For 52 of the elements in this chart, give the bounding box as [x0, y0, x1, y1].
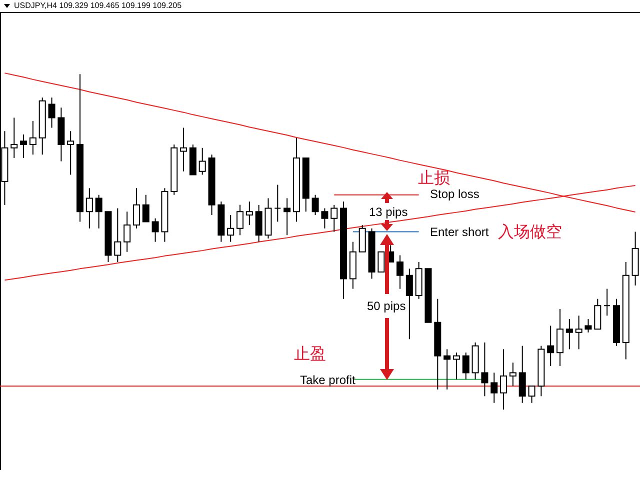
candlestick [444, 348, 451, 390]
candlestick [255, 204, 262, 242]
candlestick [556, 308, 564, 366]
candlestick [124, 211, 131, 252]
candlestick [584, 318, 592, 333]
annotation: 入场做空 [498, 222, 562, 241]
candlestick [152, 218, 159, 242]
candlestick [312, 194, 319, 216]
candlestick [48, 97, 56, 128]
candlestick [142, 194, 150, 222]
candlestick [490, 372, 498, 404]
candlestick [227, 214, 234, 242]
candlestick [284, 198, 291, 236]
candlestick [86, 188, 93, 229]
candlestick [575, 315, 582, 350]
candlestick [500, 348, 508, 410]
candlestick [396, 254, 404, 290]
annotation: 13 pips [369, 205, 408, 219]
candlestick [481, 342, 488, 397]
candlestick [509, 362, 516, 387]
candlestick [236, 204, 244, 236]
candlestick [406, 268, 413, 340]
candlestick [246, 201, 253, 226]
candlestick [95, 194, 102, 229]
candlestick [452, 352, 460, 380]
annotation: 止损 [418, 168, 450, 187]
candlestick [528, 386, 536, 404]
annotation: 止盈 [294, 344, 326, 363]
annotation: Enter short [430, 225, 489, 239]
candlestick [547, 325, 554, 366]
candlestick [10, 117, 18, 158]
annotation: 50 pips [367, 299, 406, 313]
candlestick [378, 251, 385, 273]
candlestick [518, 345, 526, 404]
candlestick [20, 134, 28, 158]
candlestick [566, 318, 573, 350]
candlestick [198, 147, 206, 176]
candlestick [462, 352, 470, 380]
candlestick [321, 208, 328, 229]
candlestick [114, 208, 122, 262]
candlestick [594, 298, 602, 330]
candlestick [67, 130, 74, 176]
annotation: Stop loss [430, 187, 480, 201]
chart-title: USDJPY,H4 109.329 109.465 109.199 109.205 [14, 1, 182, 10]
candlestick [180, 127, 188, 172]
candlestick [132, 188, 140, 229]
candlestick [604, 288, 611, 316]
candlestick [330, 204, 338, 232]
annotation: Take profit [300, 373, 356, 387]
candlestick [274, 184, 282, 222]
candlestick [358, 224, 366, 252]
candlestick [29, 120, 36, 156]
